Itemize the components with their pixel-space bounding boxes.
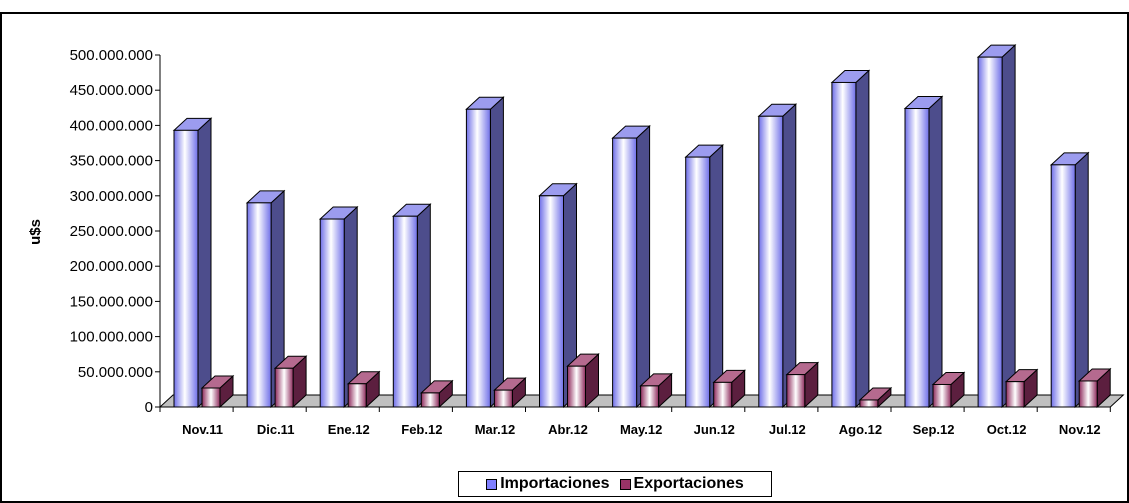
legend-item-exportaciones: Exportaciones: [619, 475, 744, 493]
legend-label-exportaciones: Exportaciones: [633, 475, 744, 492]
legend-label-importaciones: Importaciones: [500, 475, 610, 492]
bar-exportaciones: [200, 374, 235, 409]
bar-importaciones-front: [1050, 164, 1076, 408]
x-tick-label: Jul.12: [769, 422, 806, 437]
x-tick-label: Sep.12: [913, 422, 955, 437]
bar-exportaciones-front: [493, 389, 513, 408]
bar-exportaciones: [931, 371, 966, 409]
legend-swatch-exportaciones: [619, 478, 631, 490]
x-tick-label: Ago.12: [839, 422, 882, 437]
bar-exportaciones: [566, 353, 600, 409]
y-tick-label: 0: [145, 399, 153, 416]
bar-exportaciones-front: [567, 365, 586, 408]
bar-importaciones-side: [709, 143, 724, 409]
x-tick-label: Nov.12: [1059, 422, 1101, 437]
bar-importaciones-side: [197, 117, 212, 409]
y-tick-label: 250.000.000: [70, 223, 153, 240]
y-tick-label: 100.000.000: [70, 329, 153, 346]
y-tick-label: 300.000.000: [70, 188, 153, 205]
bar-importaciones: [976, 43, 1017, 409]
y-tick-label: 200.000.000: [70, 258, 153, 275]
bar-importaciones-side: [928, 95, 943, 409]
bar-exportaciones-front: [713, 381, 733, 408]
bar-exportaciones-front: [347, 383, 367, 408]
bar-importaciones-front: [392, 215, 418, 408]
bar-exportaciones: [1077, 367, 1112, 409]
y-tick-label: 450.000.000: [70, 82, 153, 99]
bar-importaciones-front: [831, 81, 857, 408]
bar-importaciones: [757, 103, 798, 409]
bar-exportaciones-front: [640, 385, 660, 408]
x-tick-label: Mar.12: [475, 422, 515, 437]
bar-importaciones-side: [1074, 151, 1089, 409]
bar-exportaciones: [1004, 368, 1039, 409]
bar-exportaciones: [493, 376, 527, 409]
bar-importaciones: [465, 96, 505, 409]
legend: Importaciones Exportaciones: [458, 471, 772, 497]
bar-importaciones-front: [612, 137, 638, 408]
bar-exportaciones: [420, 379, 454, 409]
bar-importaciones-front: [465, 108, 491, 408]
bar-importaciones-front: [904, 108, 930, 408]
bar-importaciones-front: [173, 129, 199, 408]
bar-importaciones: [172, 117, 213, 409]
bar-exportaciones: [639, 372, 673, 409]
bar-importaciones-front: [539, 195, 564, 408]
bar-exportaciones-front: [274, 367, 294, 408]
x-tick-label: May.12: [620, 422, 662, 437]
bar-exportaciones: [712, 369, 746, 409]
bar-importaciones-side: [855, 69, 870, 409]
y-tick-label: 150.000.000: [70, 293, 153, 310]
bar-exportaciones: [858, 386, 893, 409]
bar-importaciones: [611, 124, 651, 409]
bar-exportaciones: [273, 355, 308, 409]
bar-importaciones: [392, 203, 432, 409]
x-tick-label: Jun.12: [694, 422, 735, 437]
bar-exportaciones-front: [201, 387, 221, 408]
bar-importaciones-side: [782, 103, 797, 409]
bar-importaciones: [1049, 151, 1090, 409]
x-tick-label: Nov.11: [182, 422, 223, 437]
bar-exportaciones: [785, 361, 820, 409]
bar-importaciones: [830, 69, 871, 409]
x-tick-label: Dic.11: [257, 422, 295, 437]
bar-exportaciones-front: [932, 383, 952, 408]
legend-item-importaciones: Importaciones: [486, 475, 610, 493]
bar-exportaciones-front: [859, 399, 879, 408]
bar-importaciones: [245, 189, 286, 409]
x-tick-label: Ene.12: [328, 422, 370, 437]
bar-importaciones: [318, 205, 359, 409]
bar-exportaciones-front: [420, 392, 440, 408]
y-tick-label: 50.000.000: [78, 364, 153, 381]
x-tick-label: Oct.12: [987, 422, 1027, 437]
bar-importaciones-front: [319, 218, 345, 408]
bar-exportaciones: [346, 370, 381, 409]
x-tick-label: Feb.12: [401, 422, 442, 437]
bar-importaciones: [903, 95, 944, 409]
x-tick-label: Abr.12: [548, 422, 588, 437]
y-tick-label: 400.000.000: [70, 117, 153, 134]
y-tick-label: 500.000.000: [70, 47, 153, 64]
bar-importaciones: [684, 143, 724, 409]
bar-importaciones-front: [685, 156, 711, 408]
bar-exportaciones-front: [1005, 381, 1025, 408]
bar-exportaciones-front: [1078, 380, 1098, 408]
bar-exportaciones-front: [786, 374, 806, 408]
y-axis-label: u$s: [27, 219, 44, 245]
bar-importaciones-side: [416, 203, 431, 409]
y-tick-label: 350.000.000: [70, 153, 153, 170]
bar-importaciones-front: [977, 56, 1003, 408]
bar-importaciones-side: [489, 96, 504, 409]
legend-swatch-importaciones: [486, 478, 498, 490]
bar-importaciones-front: [758, 115, 784, 408]
bar-importaciones-front: [246, 202, 272, 408]
bar-importaciones-side: [636, 124, 651, 409]
bar-importaciones-side: [1001, 43, 1016, 409]
